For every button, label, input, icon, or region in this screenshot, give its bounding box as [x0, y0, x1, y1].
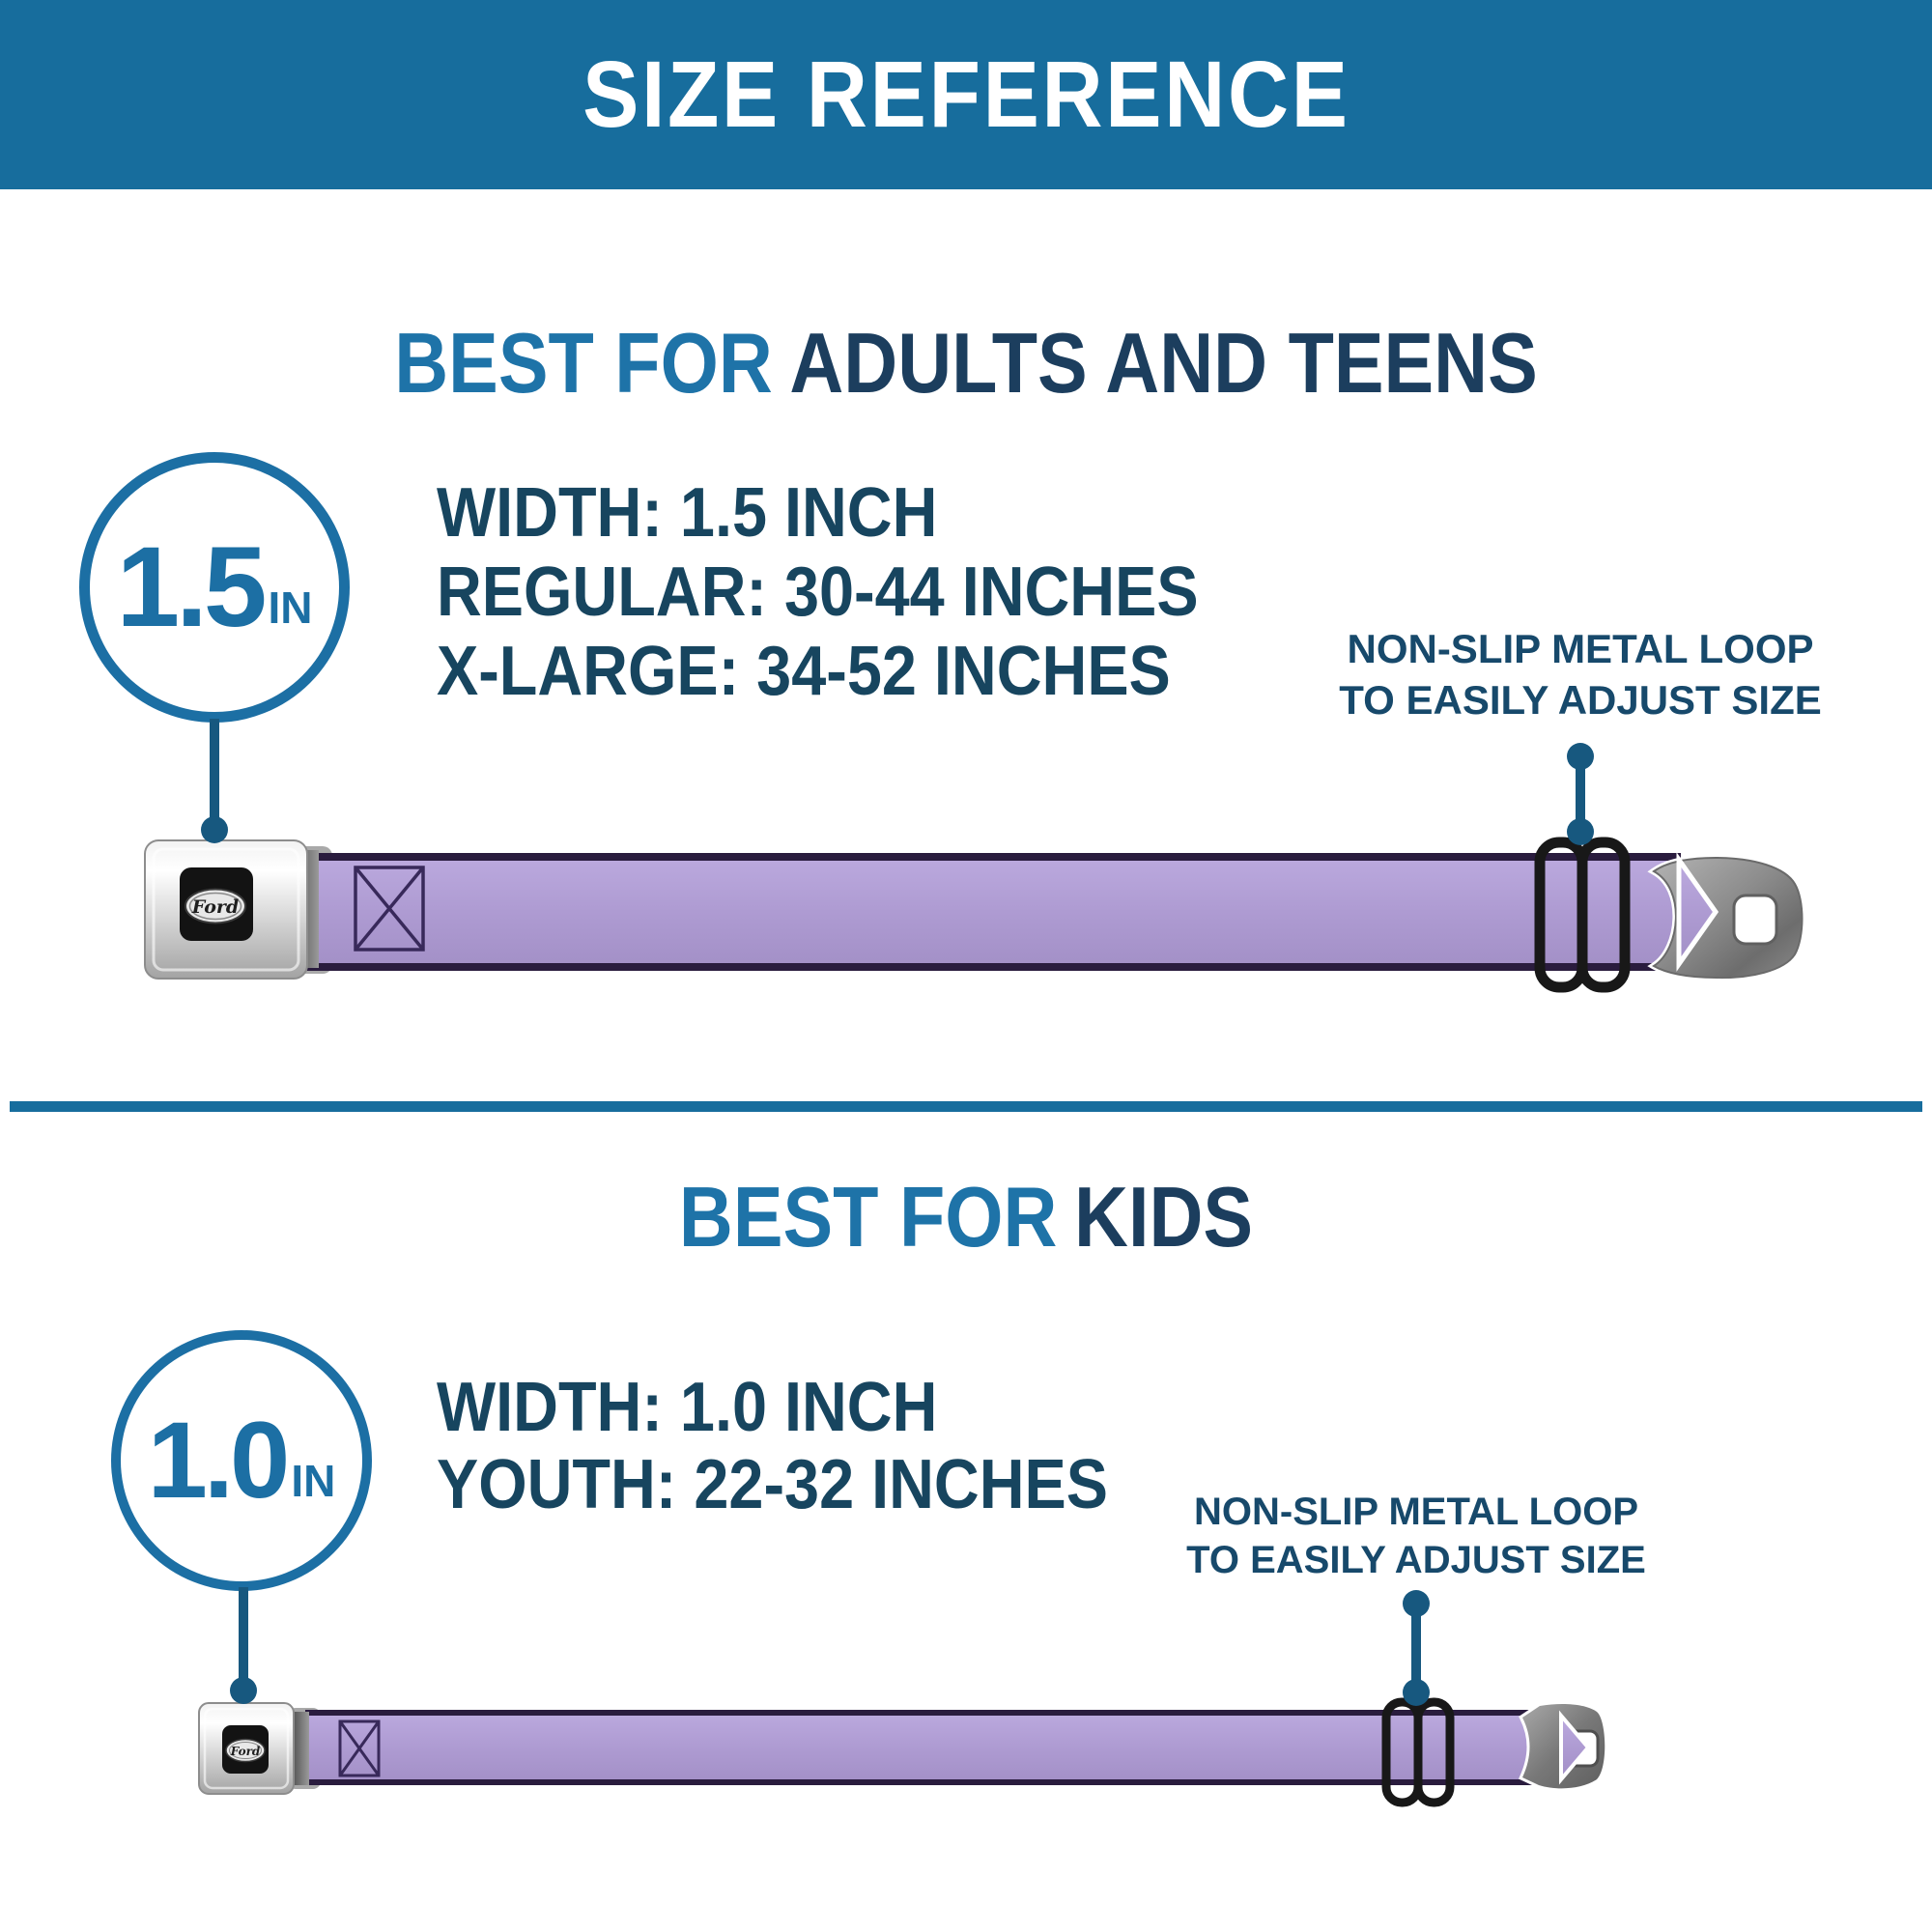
section-divider: [10, 1101, 1922, 1112]
buckle-hinge: [294, 850, 319, 968]
spec-width: WIDTH: 1.0 INCH: [437, 1369, 938, 1446]
box-x-stitch: [354, 866, 425, 952]
spec-regular: REGULAR: 30-44 INCHES: [437, 554, 1199, 631]
badge-connector-dot: [230, 1677, 257, 1704]
callout-connector-line: [1576, 756, 1585, 832]
belt-webbing-point: [1559, 1710, 1591, 1785]
belt-webbing: [305, 853, 1681, 971]
belt-webbing-point: [1676, 852, 1719, 972]
spec-youth: YOUTH: 22-32 INCHES: [437, 1446, 1108, 1523]
belt-tab-hole: [1563, 1729, 1600, 1768]
badge-value: 1.0: [147, 1400, 291, 1520]
buckle-face: [222, 1725, 269, 1774]
width-badge-1-5in: 1.5 IN: [79, 452, 350, 723]
box-x-stitch: [338, 1719, 381, 1777]
badge-connector-dot: [201, 816, 228, 843]
badge-unit: IN: [268, 582, 313, 633]
heading-rest: KIDS: [1074, 1169, 1254, 1264]
belt-edge-bottom: [305, 963, 1681, 971]
banner-title: SIZE REFERENCE: [582, 42, 1350, 147]
loop-callout-kids: NON-SLIP METAL LOOP TO EASILY ADJUST SIZ…: [1117, 1488, 1716, 1584]
callout-line1: NON-SLIP METAL LOOP: [1347, 626, 1814, 671]
section-heading-kids: BEST FOR KIDS: [116, 1175, 1816, 1260]
banner: SIZE REFERENCE: [0, 0, 1932, 189]
belt-webbing: [305, 1710, 1565, 1785]
spec-list-kids: WIDTH: 1.0 INCH YOUTH: 22-32 INCHES: [437, 1369, 1108, 1523]
ford-logo-text: Ford: [191, 896, 239, 918]
belt-hinge-plate: [288, 1708, 321, 1789]
callout-line2: TO EASILY ADJUST SIZE: [1186, 1539, 1646, 1581]
belt-edge-bottom: [305, 1779, 1565, 1785]
ford-logo-text: Ford: [230, 1745, 261, 1758]
callout-connector-dot-bottom: [1567, 818, 1594, 845]
spec-xlarge: X-LARGE: 34-52 INCHES: [437, 633, 1171, 710]
metal-loop: [1381, 1697, 1455, 1807]
ford-oval: [225, 1738, 266, 1763]
belt-tab: [1519, 1701, 1608, 1792]
seatbelt-buckle: Ford: [198, 1702, 309, 1795]
buckle-bevel: [152, 847, 300, 972]
badge-connector-line: [210, 719, 219, 821]
metal-loop: [1534, 837, 1631, 993]
heading-highlight: BEST FOR: [394, 315, 773, 411]
buckle-face: [180, 867, 253, 941]
heading-rest: ADULTS AND TEENS: [789, 315, 1538, 411]
ford-oval-ring: [188, 892, 242, 921]
buckle-bevel: [203, 1707, 290, 1790]
buckle-body: [144, 839, 308, 980]
badge-value: 1.5: [116, 524, 267, 651]
belt-edge-top: [305, 853, 1681, 861]
buckle-hinge: [292, 1712, 309, 1785]
callout-line1: NON-SLIP METAL LOOP: [1193, 1491, 1639, 1533]
badge-unit: IN: [291, 1456, 336, 1506]
buckle-body: [198, 1702, 295, 1795]
width-badge-1-0in: 1.0 IN: [111, 1330, 372, 1591]
callout-connector-dot-bottom: [1403, 1679, 1430, 1706]
loop-callout-adults: NON-SLIP METAL LOOP TO EASILY ADJUST SIZ…: [1281, 623, 1880, 725]
spec-list-adults: WIDTH: 1.5 INCH REGULAR: 30-44 INCHES X-…: [437, 473, 1199, 711]
belt-edge-top: [305, 1710, 1565, 1716]
belt-tab: [1647, 854, 1805, 981]
heading-highlight: BEST FOR: [678, 1169, 1058, 1264]
callout-line2: TO EASILY ADJUST SIZE: [1339, 677, 1822, 723]
ford-oval-ring: [229, 1742, 262, 1759]
belt-adults: Ford: [144, 837, 1805, 993]
section-heading-adults: BEST FOR ADULTS AND TEENS: [116, 321, 1816, 406]
badge-connector-line: [239, 1587, 248, 1684]
spec-width: WIDTH: 1.5 INCH: [437, 474, 938, 552]
belt-tab-hole: [1732, 894, 1778, 946]
ford-oval: [185, 888, 246, 924]
seatbelt-buckle: Ford: [144, 839, 319, 980]
belt-kids: Ford: [198, 1697, 1608, 1807]
callout-connector-line: [1411, 1604, 1421, 1692]
belt-hinge-plate: [290, 846, 332, 974]
belt-tab-outline: [1652, 856, 1804, 980]
